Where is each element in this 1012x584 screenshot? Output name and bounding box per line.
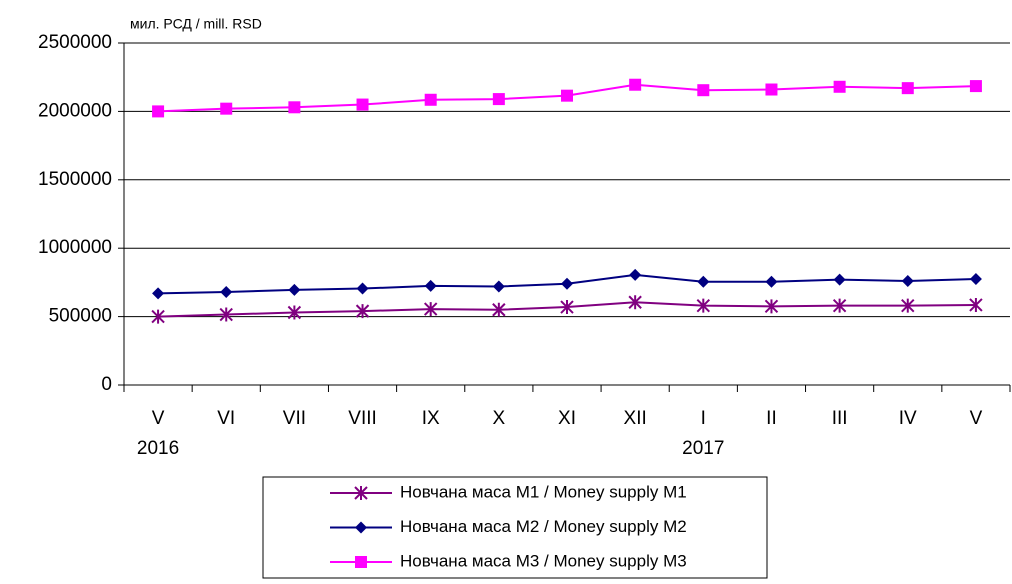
point [765,275,778,288]
point [833,80,846,93]
point [288,101,301,114]
legend-marker [355,556,367,568]
point [492,93,505,106]
point [423,302,438,317]
point [833,273,846,286]
x-tick-label: I [701,408,706,429]
y-axis-label: мил. РСД / mill. RSD [130,16,262,32]
point [969,272,982,285]
x-tick-label: VIII [348,408,377,429]
x-tick-label: XII [624,408,647,429]
point [356,98,369,111]
point [288,283,301,296]
y-tick-label: 1500000 [38,169,112,190]
point [697,275,710,288]
point [901,82,914,95]
x-tick-label: XI [558,408,576,429]
point [151,309,165,324]
point [287,305,302,320]
point [696,298,711,313]
x-tick-label: VI [217,408,235,429]
point [356,282,369,295]
y-tick-label: 0 [101,374,112,395]
point [492,302,506,317]
point [219,307,233,322]
legend-label: Новчана маса М1 / Money supply M1 [400,482,687,501]
x-tick-label: IX [422,408,440,429]
point [629,268,642,281]
legend-marker [355,521,367,534]
x-tick-label: II [766,408,777,429]
year-label: 2016 [137,438,179,459]
point [424,93,437,106]
point [355,304,370,319]
point [220,285,233,298]
point [969,80,982,93]
point [220,102,233,115]
x-tick-label: VII [283,408,306,429]
point [969,297,983,312]
point [764,299,779,314]
point [152,287,165,300]
y-tick-label: 500000 [49,306,112,327]
y-tick-label: 2500000 [38,32,112,53]
point [152,105,165,118]
x-tick-label: V [152,408,165,429]
point [492,280,505,293]
y-tick-label: 1000000 [38,237,112,258]
point [901,275,914,288]
point [628,295,642,310]
x-tick-label: III [832,408,848,429]
x-tick-label: V [970,408,983,429]
point [424,279,437,292]
point [832,298,847,313]
legend-marker [354,486,368,500]
point [765,83,778,96]
point [629,78,642,91]
year-label: 2017 [682,438,724,459]
point [697,84,710,97]
y-tick-label: 2000000 [38,100,112,121]
point [560,300,574,315]
point [901,298,915,313]
x-tick-label: IV [899,408,917,429]
x-tick-label: X [493,408,506,429]
legend-label: Новчана маса М3 / Money supply M3 [400,551,687,570]
point [561,277,573,290]
legend-label: Новчана маса М2 / Money supply M2 [400,517,687,536]
point [561,89,573,102]
